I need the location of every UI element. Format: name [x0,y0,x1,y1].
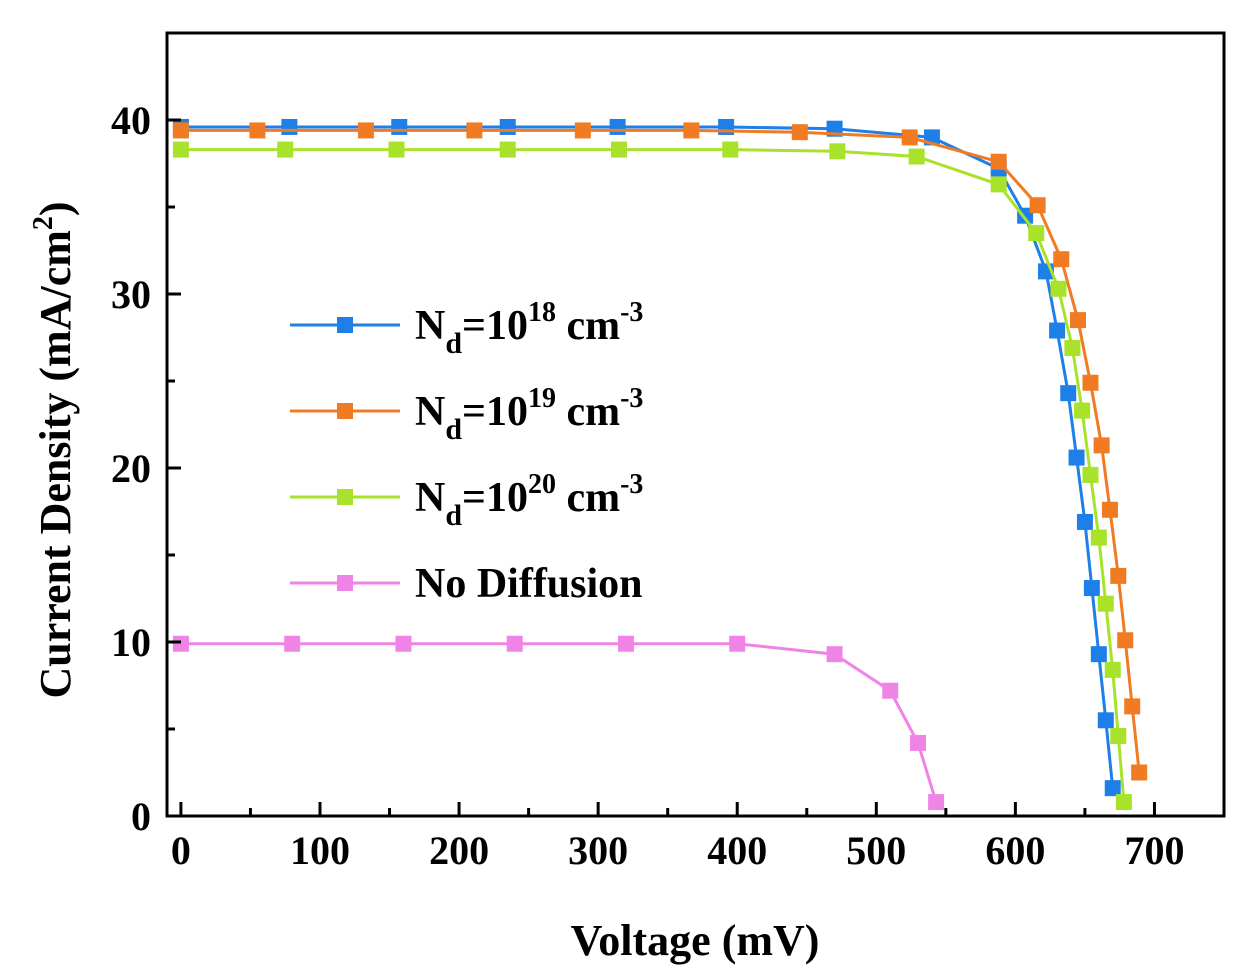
series-line [180,642,938,803]
y-axis-title-main: Current Density (mA/cm [31,230,80,698]
x-tick-label: 600 [985,828,1045,873]
data-point [826,646,843,663]
data-point [1110,567,1127,584]
y-tick-label: 20 [111,446,151,491]
data-point [990,176,1007,193]
data-point [1082,466,1099,483]
data-point [466,122,483,139]
data-point [683,122,700,139]
data-point [901,129,918,146]
data-point [172,122,189,139]
data-point [172,141,189,158]
x-tick-label: 400 [707,828,767,873]
y-tick-label: 10 [111,620,151,665]
y-axis-title: Current Density (mA/cm2) [28,201,80,698]
data-point [609,118,626,135]
data-point [506,635,523,652]
data-point [574,122,591,139]
data-point [1097,712,1114,729]
x-tick-label: 300 [568,828,628,873]
data-point [1028,225,1045,242]
data-point [391,118,408,135]
data-point [1090,646,1107,663]
data-point [1053,251,1070,268]
data-point [499,118,516,135]
data-point [1115,794,1132,811]
legend-swatch-marker [337,403,353,419]
data-point [1090,529,1107,546]
legend-label: Nd=1020 cm-3 [415,469,643,532]
data-point [1049,322,1066,339]
y-axis-title-sup: 2 [28,216,59,230]
data-point [1076,513,1093,530]
data-point [357,122,374,139]
x-tick-label: 100 [290,828,350,873]
data-point [1082,374,1099,391]
data-point [1060,385,1077,402]
data-point [1029,197,1046,214]
legend-label: Nd=1019 cm-3 [415,383,643,446]
data-point [388,141,405,158]
data-point [1069,312,1086,329]
data-point [1093,437,1110,454]
legend: Nd=1018 cm-3 Nd=1019 cm-3 Nd=1020 cm-3 No D… [290,297,643,607]
axes: 0 100 200 300 400 500 600 700 0 10 20 30 40 [111,98,1184,873]
data-point [617,635,634,652]
legend-label: Nd=1018 cm-3 [415,297,643,360]
data-point [1068,449,1085,466]
plot-frame [165,31,1226,818]
data-point [1104,661,1121,678]
data-point [928,794,945,811]
data-point [729,635,746,652]
data-point [910,734,927,751]
data-point [284,635,301,652]
data-point [791,124,808,141]
data-point [1074,402,1091,419]
legend-swatch-marker [337,575,353,591]
y-tick-label: 40 [111,98,151,143]
x-tick-label: 700 [1124,828,1184,873]
data-point [1101,501,1118,518]
data-point [172,635,189,652]
data-point [395,635,412,652]
legend-swatch-marker [337,317,353,333]
plot-area [172,118,1148,811]
x-axis-title: Voltage (mV) [571,916,820,965]
legend-swatch-marker [337,489,353,505]
data-point [1083,580,1100,597]
data-point [1110,727,1127,744]
data-point [499,141,516,158]
legend-label: No Diffusion [415,561,643,607]
data-point [908,148,925,165]
y-axis-title-end: ) [31,201,80,216]
y-tick-label: 0 [131,794,151,839]
data-point [1124,698,1141,715]
data-point [882,682,899,699]
data-point [611,141,628,158]
x-tick-label: 500 [846,828,906,873]
data-point [249,122,266,139]
data-point [1064,339,1081,356]
data-point [277,141,294,158]
y-tick-label: 30 [111,272,151,317]
data-point [1097,595,1114,612]
data-point [1131,764,1148,781]
data-point [281,118,298,135]
x-tick-label: 0 [171,828,191,873]
x-tick-label: 200 [429,828,489,873]
data-point [829,143,846,160]
data-point [1050,280,1067,297]
data-point [990,153,1007,170]
data-point [722,141,739,158]
data-point [1104,780,1121,797]
data-point [1117,632,1134,649]
